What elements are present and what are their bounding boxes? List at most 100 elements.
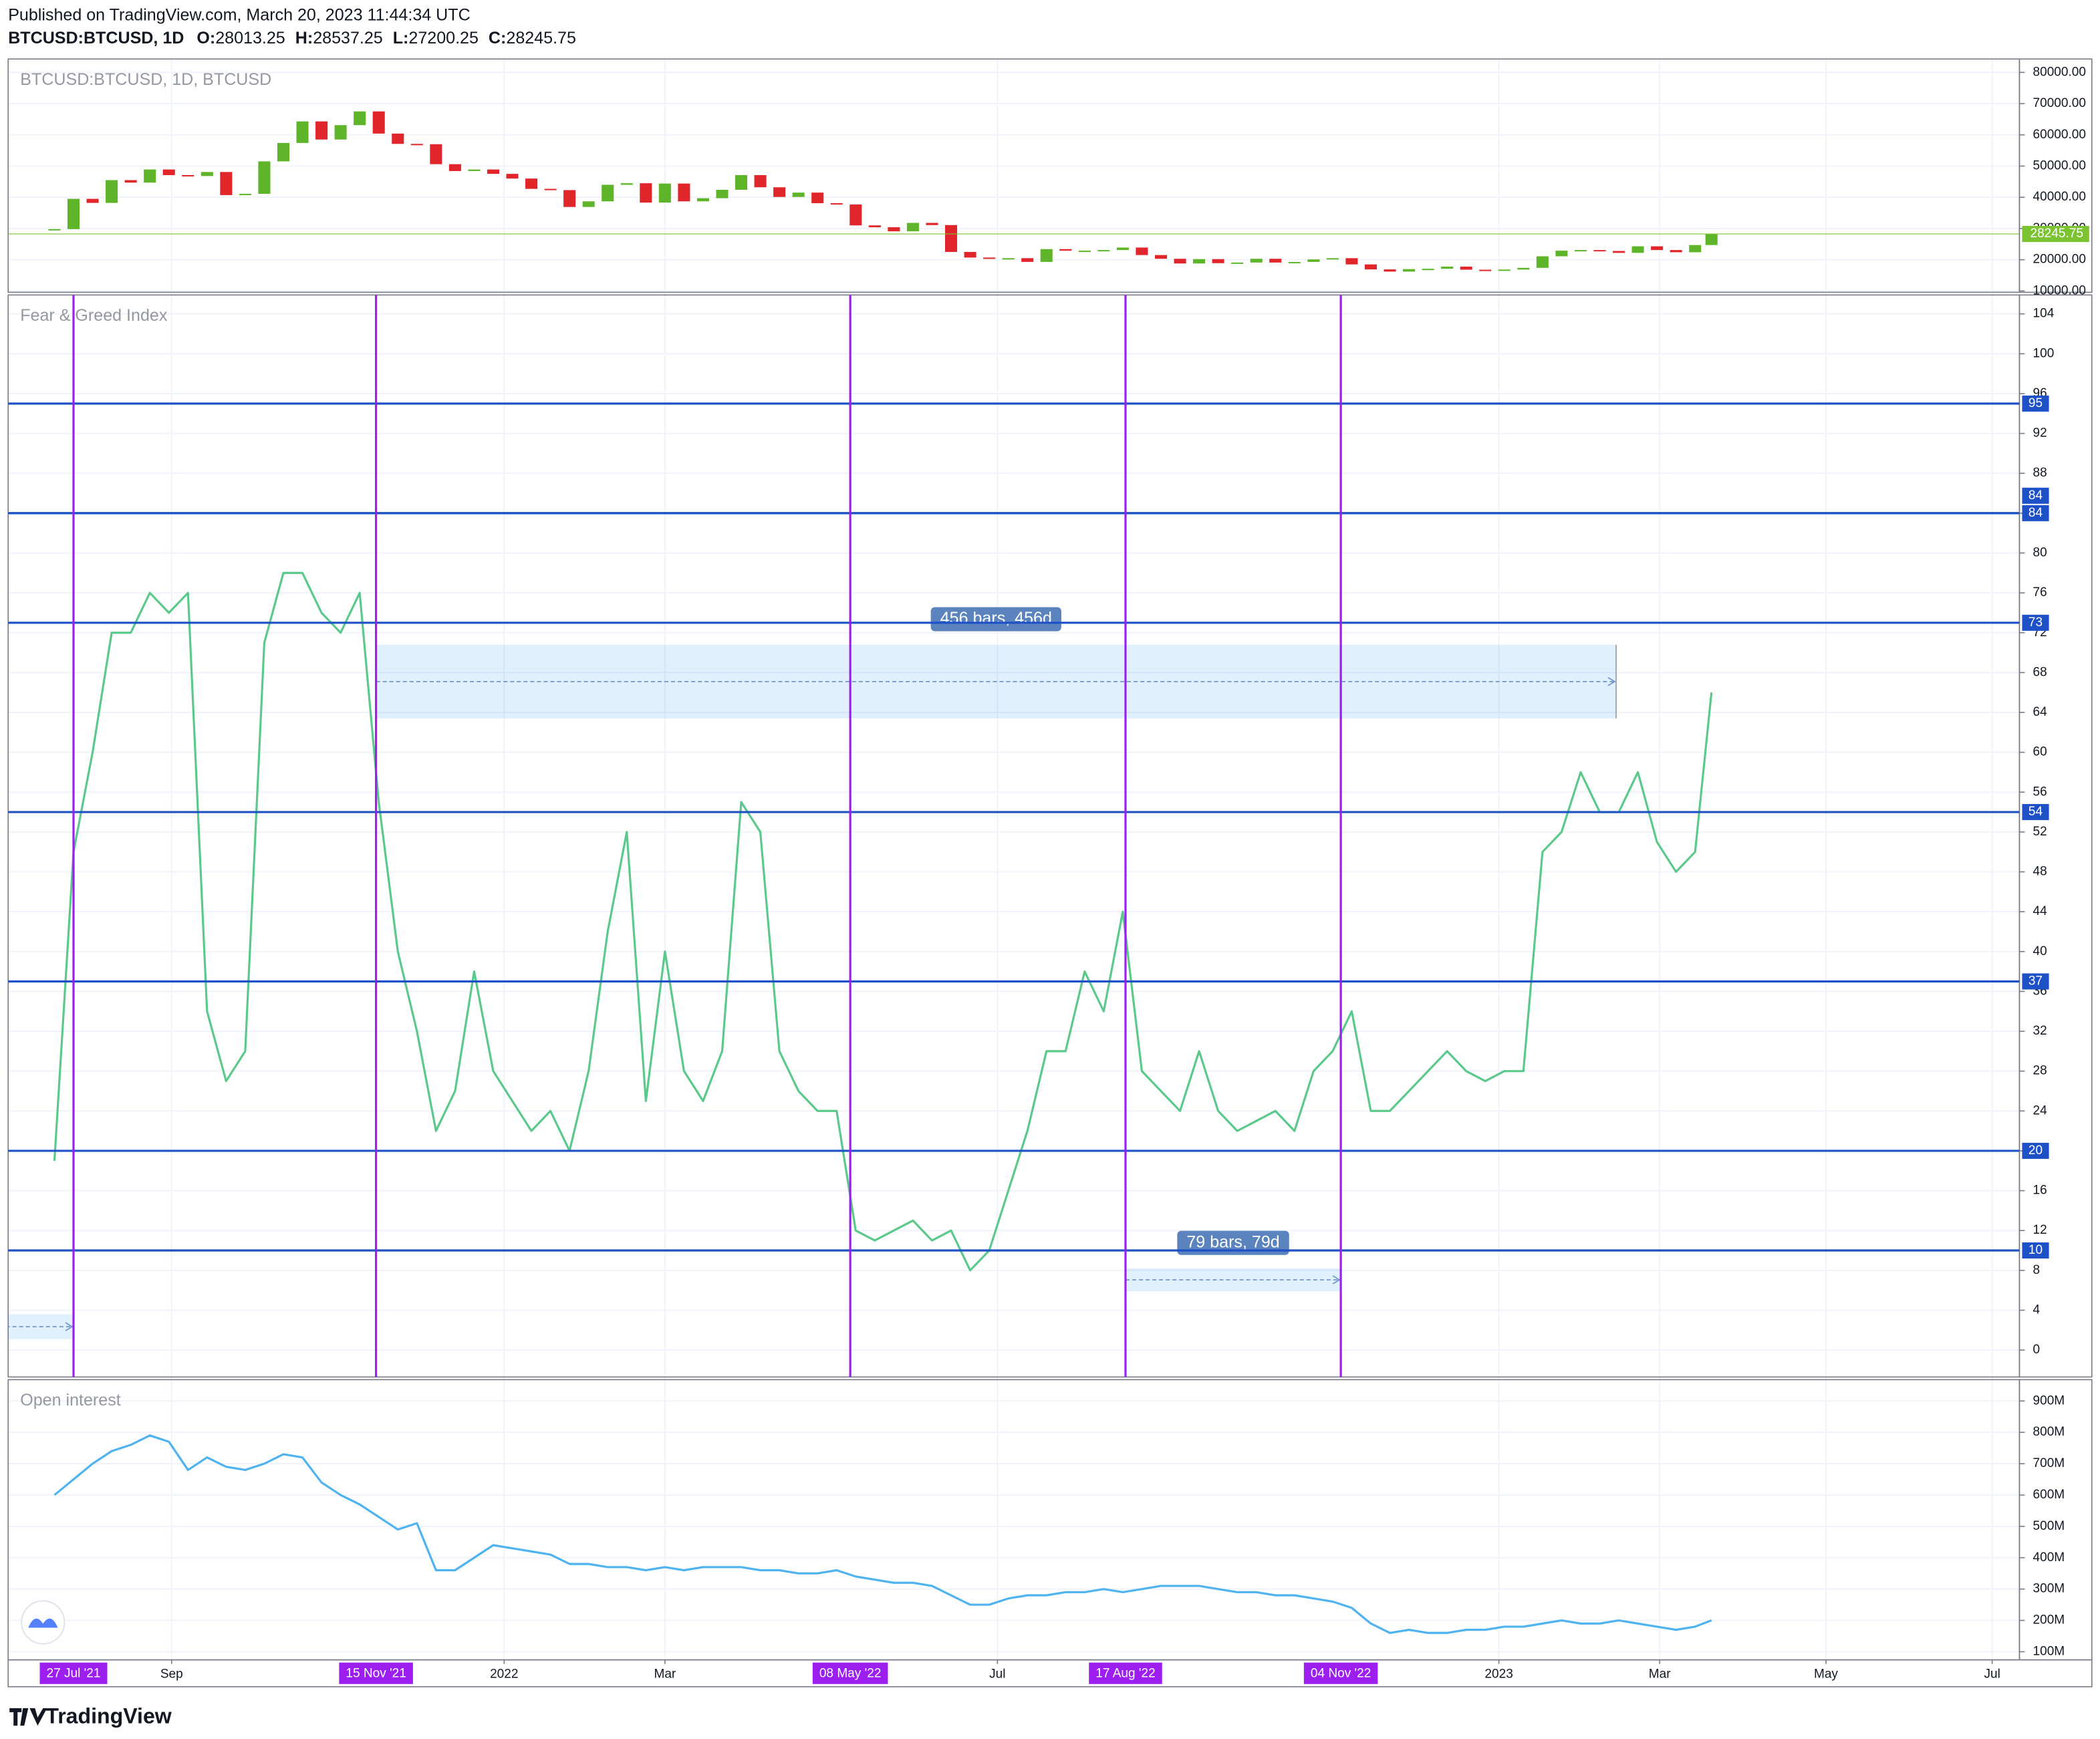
- date-label-bg: [339, 1662, 413, 1684]
- y-tick-label: 100M: [2033, 1644, 2065, 1658]
- symbol: BTCUSD:BTCUSD, 1D: [8, 29, 184, 47]
- y-tick-label: 0: [2033, 1343, 2041, 1357]
- y-tick-label: 68: [2033, 665, 2047, 679]
- candle: [983, 257, 996, 259]
- y-tick-label: 92: [2033, 426, 2047, 440]
- last-price-bg: [2022, 226, 2089, 243]
- candle: [563, 190, 576, 207]
- candle: [1078, 251, 1091, 253]
- y-tick-label: 24: [2033, 1103, 2048, 1117]
- candle: [144, 169, 156, 183]
- y-tick-label: 80: [2033, 545, 2047, 559]
- ohlc-label: O:: [196, 29, 215, 47]
- candle: [372, 111, 385, 134]
- candle: [1689, 245, 1702, 253]
- candle: [1479, 269, 1492, 271]
- x-tick-label: May: [1814, 1667, 1838, 1682]
- ohlc-label: H:: [295, 29, 313, 47]
- y-tick-label: 800M: [2033, 1425, 2065, 1439]
- y-tick-label: 50000.00: [2033, 158, 2086, 172]
- candle: [792, 192, 805, 197]
- candle: [1002, 258, 1015, 260]
- candle: [1555, 251, 1568, 257]
- candle: [1422, 269, 1434, 271]
- candle: [525, 178, 538, 189]
- candle: [354, 111, 366, 126]
- pane-title: BTCUSD:BTCUSD, 1D, BTCUSD: [20, 70, 271, 89]
- y-tick-label: 40: [2033, 944, 2047, 958]
- candle: [1631, 246, 1644, 253]
- y-tick-label: 48: [2033, 865, 2047, 879]
- candle: [182, 175, 194, 177]
- y-tick-label: 4: [2033, 1303, 2041, 1317]
- level-label: 95: [2028, 396, 2043, 410]
- candle: [1613, 251, 1625, 253]
- symbol-line: BTCUSD:BTCUSD, 1D O:28013.25 H:28537.25 …: [8, 29, 576, 47]
- candle: [830, 203, 843, 205]
- brand: TradingView: [45, 1704, 172, 1728]
- candle: [773, 187, 786, 197]
- candle: [1288, 261, 1301, 263]
- candle: [754, 175, 767, 188]
- candle: [735, 175, 748, 190]
- candle: [468, 169, 481, 171]
- y-tick-label: 200M: [2033, 1613, 2065, 1627]
- candle: [1154, 255, 1168, 259]
- y-tick-label: 400M: [2033, 1551, 2065, 1565]
- y-tick-label: 64: [2033, 705, 2048, 719]
- date-label-bg: [812, 1662, 888, 1684]
- candle: [1705, 234, 1718, 245]
- pane: BTCUSD:BTCUSD, 1D, BTCUSD: [8, 70, 2020, 272]
- date-label: 27 Jul '21: [47, 1667, 101, 1681]
- candle: [678, 183, 690, 202]
- level-label-bg: [2022, 614, 2049, 631]
- level-label: 10: [2028, 1243, 2043, 1257]
- series-line: [53, 1434, 1712, 1634]
- y-tick-label: 600M: [2033, 1488, 2065, 1502]
- measure-label: 456 bars, 456d: [940, 609, 1052, 628]
- date-label: 17 Aug '22: [1095, 1667, 1155, 1681]
- y-tick-label: 76: [2033, 585, 2047, 599]
- candle: [448, 164, 461, 171]
- candle: [430, 144, 442, 164]
- candle: [849, 204, 862, 226]
- level-label: 84: [2028, 506, 2043, 520]
- level-label-bg: [2022, 804, 2049, 821]
- y-tick-label: 8: [2033, 1263, 2041, 1277]
- candle: [1040, 249, 1053, 262]
- y-tick-label: 44: [2033, 904, 2048, 918]
- candle: [124, 180, 137, 183]
- x-tick-label: 2022: [490, 1667, 518, 1682]
- level-label: 73: [2028, 616, 2043, 630]
- candle: [868, 225, 881, 228]
- candle: [239, 194, 251, 196]
- pane-title: Fear & Greed Index: [20, 306, 168, 325]
- date-label: 08 May '22: [819, 1667, 882, 1681]
- candle: [658, 183, 671, 203]
- candle: [1116, 247, 1129, 251]
- candle: [620, 183, 633, 185]
- y-tick-label: 60000.00: [2033, 128, 2086, 142]
- date-label-bg: [1303, 1662, 1378, 1684]
- candle: [1536, 256, 1549, 268]
- y-tick-label: 56: [2033, 785, 2047, 799]
- candle: [1136, 247, 1148, 255]
- candle: [926, 223, 938, 225]
- candle: [334, 125, 347, 140]
- y-tick-label: 20000.00: [2033, 253, 2086, 267]
- level-label: 20: [2028, 1144, 2043, 1158]
- pane-title: Open interest: [20, 1391, 120, 1410]
- candle: [811, 192, 824, 204]
- price-axis: 10000.0020000.0030000.0040000.0050000.00…: [2019, 65, 2089, 297]
- candle: [1441, 266, 1454, 269]
- watermark-circle: [21, 1600, 65, 1645]
- date-label-bg: [1089, 1662, 1162, 1684]
- candle: [1384, 269, 1396, 272]
- y-tick-label: 104: [2033, 307, 2055, 321]
- candle: [582, 201, 595, 207]
- level-label: 84: [2028, 489, 2043, 503]
- y-tick-label: 12: [2033, 1223, 2047, 1237]
- candle: [506, 174, 519, 179]
